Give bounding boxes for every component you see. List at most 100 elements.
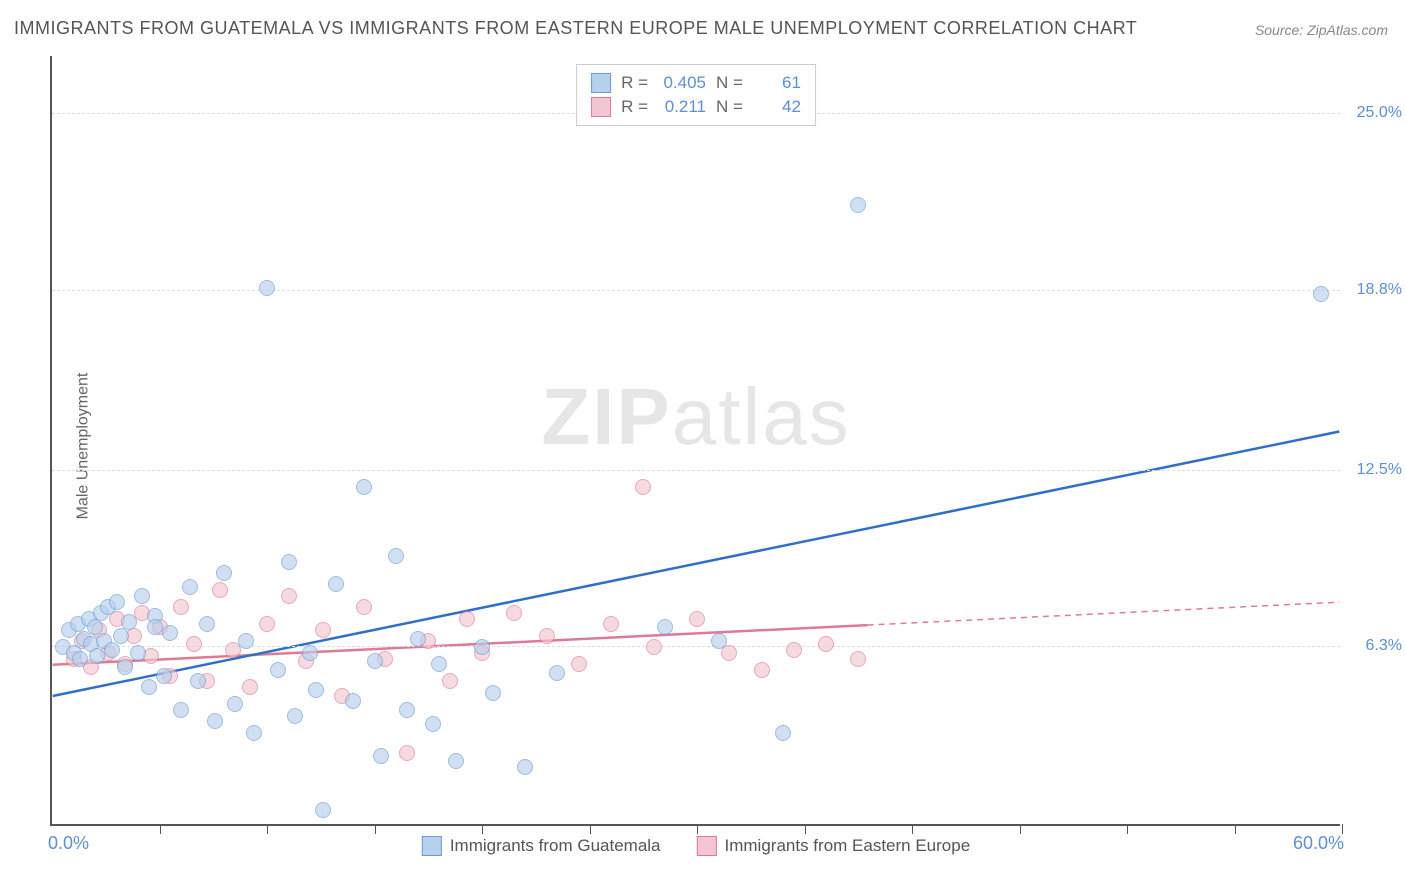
- x-tick: [482, 824, 483, 834]
- data-point: [689, 611, 705, 627]
- x-tick: [1127, 824, 1128, 834]
- data-point: [117, 659, 133, 675]
- data-point: [571, 656, 587, 672]
- data-point: [141, 679, 157, 695]
- y-tick-label: 25.0%: [1357, 104, 1402, 122]
- x-tick: [1342, 824, 1343, 834]
- data-point: [754, 662, 770, 678]
- data-point: [775, 725, 791, 741]
- data-point: [474, 639, 490, 655]
- data-point: [539, 628, 555, 644]
- x-tick: [1020, 824, 1021, 834]
- legend-label-b: Immigrants from Eastern Europe: [725, 836, 971, 856]
- data-point: [399, 702, 415, 718]
- watermark: ZIPatlas: [541, 371, 850, 463]
- data-point: [199, 616, 215, 632]
- data-point: [173, 702, 189, 718]
- x-tick: [912, 824, 913, 834]
- x-tick: [1235, 824, 1236, 834]
- data-point: [287, 708, 303, 724]
- data-point: [786, 642, 802, 658]
- watermark-zip: ZIP: [541, 372, 671, 461]
- data-point: [635, 479, 651, 495]
- data-point: [308, 682, 324, 698]
- swatch-b-bottom-icon: [697, 836, 717, 856]
- data-point: [603, 616, 619, 632]
- data-point: [549, 665, 565, 681]
- data-point: [72, 651, 88, 667]
- trend-lines: [52, 56, 1340, 824]
- y-tick-label: 6.3%: [1366, 637, 1402, 655]
- data-point: [259, 280, 275, 296]
- source-label: Source: ZipAtlas.com: [1255, 22, 1388, 38]
- x-tick: [160, 824, 161, 834]
- data-point: [259, 616, 275, 632]
- gridline: [52, 470, 1340, 471]
- data-point: [134, 588, 150, 604]
- data-point: [425, 716, 441, 732]
- data-point: [388, 548, 404, 564]
- data-point: [190, 673, 206, 689]
- data-point: [356, 479, 372, 495]
- data-point: [850, 651, 866, 667]
- n-label-a: N =: [716, 73, 743, 93]
- data-point: [302, 645, 318, 661]
- data-point: [315, 622, 331, 638]
- data-point: [448, 753, 464, 769]
- data-point: [373, 748, 389, 764]
- gridline: [52, 290, 1340, 291]
- legend-item-b: Immigrants from Eastern Europe: [697, 836, 971, 856]
- data-point: [121, 614, 137, 630]
- x-tick: [375, 824, 376, 834]
- data-point: [657, 619, 673, 635]
- data-point: [410, 631, 426, 647]
- data-point: [459, 611, 475, 627]
- data-point: [207, 713, 223, 729]
- y-tick-label: 18.8%: [1357, 281, 1402, 299]
- data-point: [711, 633, 727, 649]
- legend-item-a: Immigrants from Guatemala: [422, 836, 661, 856]
- r-value-b: 0.211: [658, 97, 706, 117]
- data-point: [227, 696, 243, 712]
- data-point: [113, 628, 129, 644]
- x-tick: [590, 824, 591, 834]
- watermark-atlas: atlas: [672, 372, 851, 461]
- data-point: [431, 656, 447, 672]
- data-point: [238, 633, 254, 649]
- x-tick: [697, 824, 698, 834]
- x-tick: [805, 824, 806, 834]
- data-point: [315, 802, 331, 818]
- data-point: [270, 662, 286, 678]
- series-legend: Immigrants from Guatemala Immigrants fro…: [422, 836, 970, 856]
- data-point: [156, 668, 172, 684]
- data-point: [242, 679, 258, 695]
- data-point: [246, 725, 262, 741]
- data-point: [130, 645, 146, 661]
- data-point: [850, 197, 866, 213]
- data-point: [818, 636, 834, 652]
- data-point: [399, 745, 415, 761]
- data-point: [173, 599, 189, 615]
- data-point: [104, 642, 120, 658]
- data-point: [485, 685, 501, 701]
- x-tick: [267, 824, 268, 834]
- x-axis-max-label: 60.0%: [1293, 833, 1344, 854]
- correlation-legend: R = 0.405 N = 61 R = 0.211 N = 42: [576, 64, 816, 126]
- data-point: [328, 576, 344, 592]
- data-point: [367, 653, 383, 669]
- data-point: [182, 579, 198, 595]
- n-value-b: 42: [753, 97, 801, 117]
- data-point: [216, 565, 232, 581]
- data-point: [646, 639, 662, 655]
- data-point: [212, 582, 228, 598]
- data-point: [356, 599, 372, 615]
- n-value-a: 61: [753, 73, 801, 93]
- legend-row-b: R = 0.211 N = 42: [591, 95, 801, 119]
- swatch-b: [591, 97, 611, 117]
- chart-title: IMMIGRANTS FROM GUATEMALA VS IMMIGRANTS …: [14, 18, 1137, 39]
- plot-area: ZIPatlas R = 0.405 N = 61 R = 0.211 N = …: [50, 56, 1340, 826]
- data-point: [506, 605, 522, 621]
- swatch-a: [591, 73, 611, 93]
- r-value-a: 0.405: [658, 73, 706, 93]
- swatch-a-bottom-icon: [422, 836, 442, 856]
